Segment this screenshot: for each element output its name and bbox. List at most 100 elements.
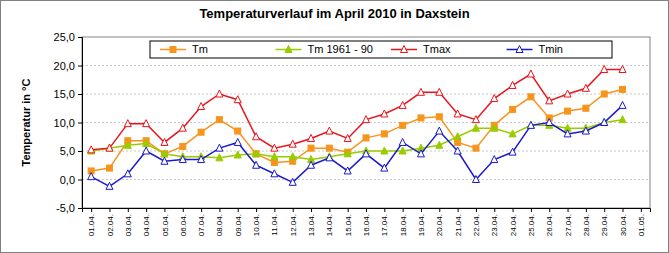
legend-marker — [285, 46, 292, 53]
x-tick-mark — [366, 208, 367, 212]
marker — [180, 143, 186, 149]
x-tick: 24.04. — [509, 208, 518, 236]
x-tick-mark — [604, 208, 605, 212]
x-tick-mark — [476, 208, 477, 212]
marker — [143, 140, 150, 147]
x-tick-mark — [421, 208, 422, 212]
marker — [454, 110, 461, 117]
marker — [234, 151, 241, 158]
marker — [235, 128, 241, 134]
x-tick-mark — [146, 208, 147, 212]
marker — [417, 88, 424, 95]
marker — [473, 145, 479, 151]
x-tick-mark — [256, 208, 257, 212]
x-tick-label: 09.04. — [234, 214, 243, 236]
marker — [381, 131, 387, 137]
x-tick-label: 28.04. — [582, 214, 591, 236]
marker — [620, 86, 626, 92]
x-tick-mark — [348, 208, 349, 212]
x-tick-mark — [403, 208, 404, 212]
x-tick-label: 27.04. — [564, 214, 573, 236]
marker — [179, 124, 186, 131]
marker — [601, 91, 607, 97]
marker — [509, 130, 516, 137]
series-line — [91, 105, 622, 186]
marker — [216, 90, 223, 97]
marker — [271, 144, 278, 151]
marker — [619, 116, 626, 123]
marker — [106, 144, 113, 151]
marker — [436, 114, 442, 120]
x-tick-label: 21.04. — [454, 214, 463, 236]
x-tick: 14.04. — [325, 208, 334, 236]
marker — [161, 151, 167, 157]
x-tick-mark — [586, 208, 587, 212]
x-tick-label: 01.04. — [87, 214, 96, 236]
x-tick: 15.04. — [344, 208, 353, 236]
x-tick: 05.04. — [161, 208, 170, 236]
x-tick-mark — [164, 208, 165, 212]
x-tick-mark — [91, 208, 92, 212]
marker — [344, 150, 351, 157]
x-tick: 20.04. — [435, 208, 444, 236]
x-tick-mark — [201, 208, 202, 212]
marker — [106, 165, 112, 171]
grid-line — [82, 37, 650, 38]
marker — [344, 167, 351, 174]
x-tick-label: 30.04. — [619, 214, 628, 236]
marker — [124, 170, 131, 177]
marker — [271, 170, 278, 177]
y-tick-label: 5,0 — [60, 145, 75, 157]
x-tick-label: 22.04. — [472, 214, 481, 236]
series — [88, 65, 626, 152]
x-tick-label: 06.04. — [179, 214, 188, 236]
marker — [363, 135, 369, 141]
marker — [399, 147, 406, 154]
x-tick-label: 16.04. — [362, 214, 371, 236]
x-tick: 10.04. — [252, 208, 261, 236]
marker — [601, 119, 608, 126]
marker — [564, 90, 571, 97]
legend: TmTm 1961 - 90TmaxTmin — [150, 41, 612, 58]
x-tick-label: 11.04. — [270, 214, 279, 236]
x-tick-mark — [641, 208, 642, 212]
x-tick: 08.04. — [215, 208, 224, 236]
y-tick-mark — [78, 37, 82, 38]
marker — [619, 65, 626, 72]
marker — [455, 139, 461, 145]
marker — [510, 106, 516, 112]
marker — [124, 120, 131, 127]
marker — [582, 84, 589, 91]
marker — [308, 161, 315, 168]
marker — [289, 178, 296, 185]
y-tick: 25,0 — [54, 31, 82, 43]
x-tick-mark — [494, 208, 495, 212]
x-tick-label: 12.04. — [289, 214, 298, 236]
marker — [253, 133, 260, 140]
x-tick-mark — [128, 208, 129, 212]
x-tick-label: 15.04. — [344, 214, 353, 236]
x-tick-mark — [439, 208, 440, 212]
legend-label: Tmin — [539, 43, 563, 55]
marker — [253, 161, 260, 168]
x-tick-mark — [458, 208, 459, 212]
legend-label: Tm — [192, 43, 208, 55]
marker — [326, 145, 332, 151]
x-tick-label: 03.04. — [124, 214, 133, 236]
y-tick-mark — [78, 123, 82, 124]
x-tick: 11.04. — [270, 208, 279, 236]
x-tick: 01.05. — [637, 208, 646, 236]
marker — [491, 95, 498, 102]
x-tick: 03.04. — [124, 208, 133, 236]
x-tick: 02.04. — [106, 208, 115, 236]
y-tick-label: 25,0 — [54, 31, 75, 43]
title: Temperaturverlauf im April 2010 in Daxst… — [199, 6, 469, 21]
x-tick: 09.04. — [234, 208, 243, 236]
x-tick-mark — [109, 208, 110, 212]
x-tick: 06.04. — [179, 208, 188, 236]
marker — [564, 130, 571, 137]
x-tick: 13.04. — [307, 208, 316, 236]
x-tick-label: 08.04. — [215, 214, 224, 236]
plot — [88, 65, 626, 189]
y-tick-mark — [78, 180, 82, 181]
